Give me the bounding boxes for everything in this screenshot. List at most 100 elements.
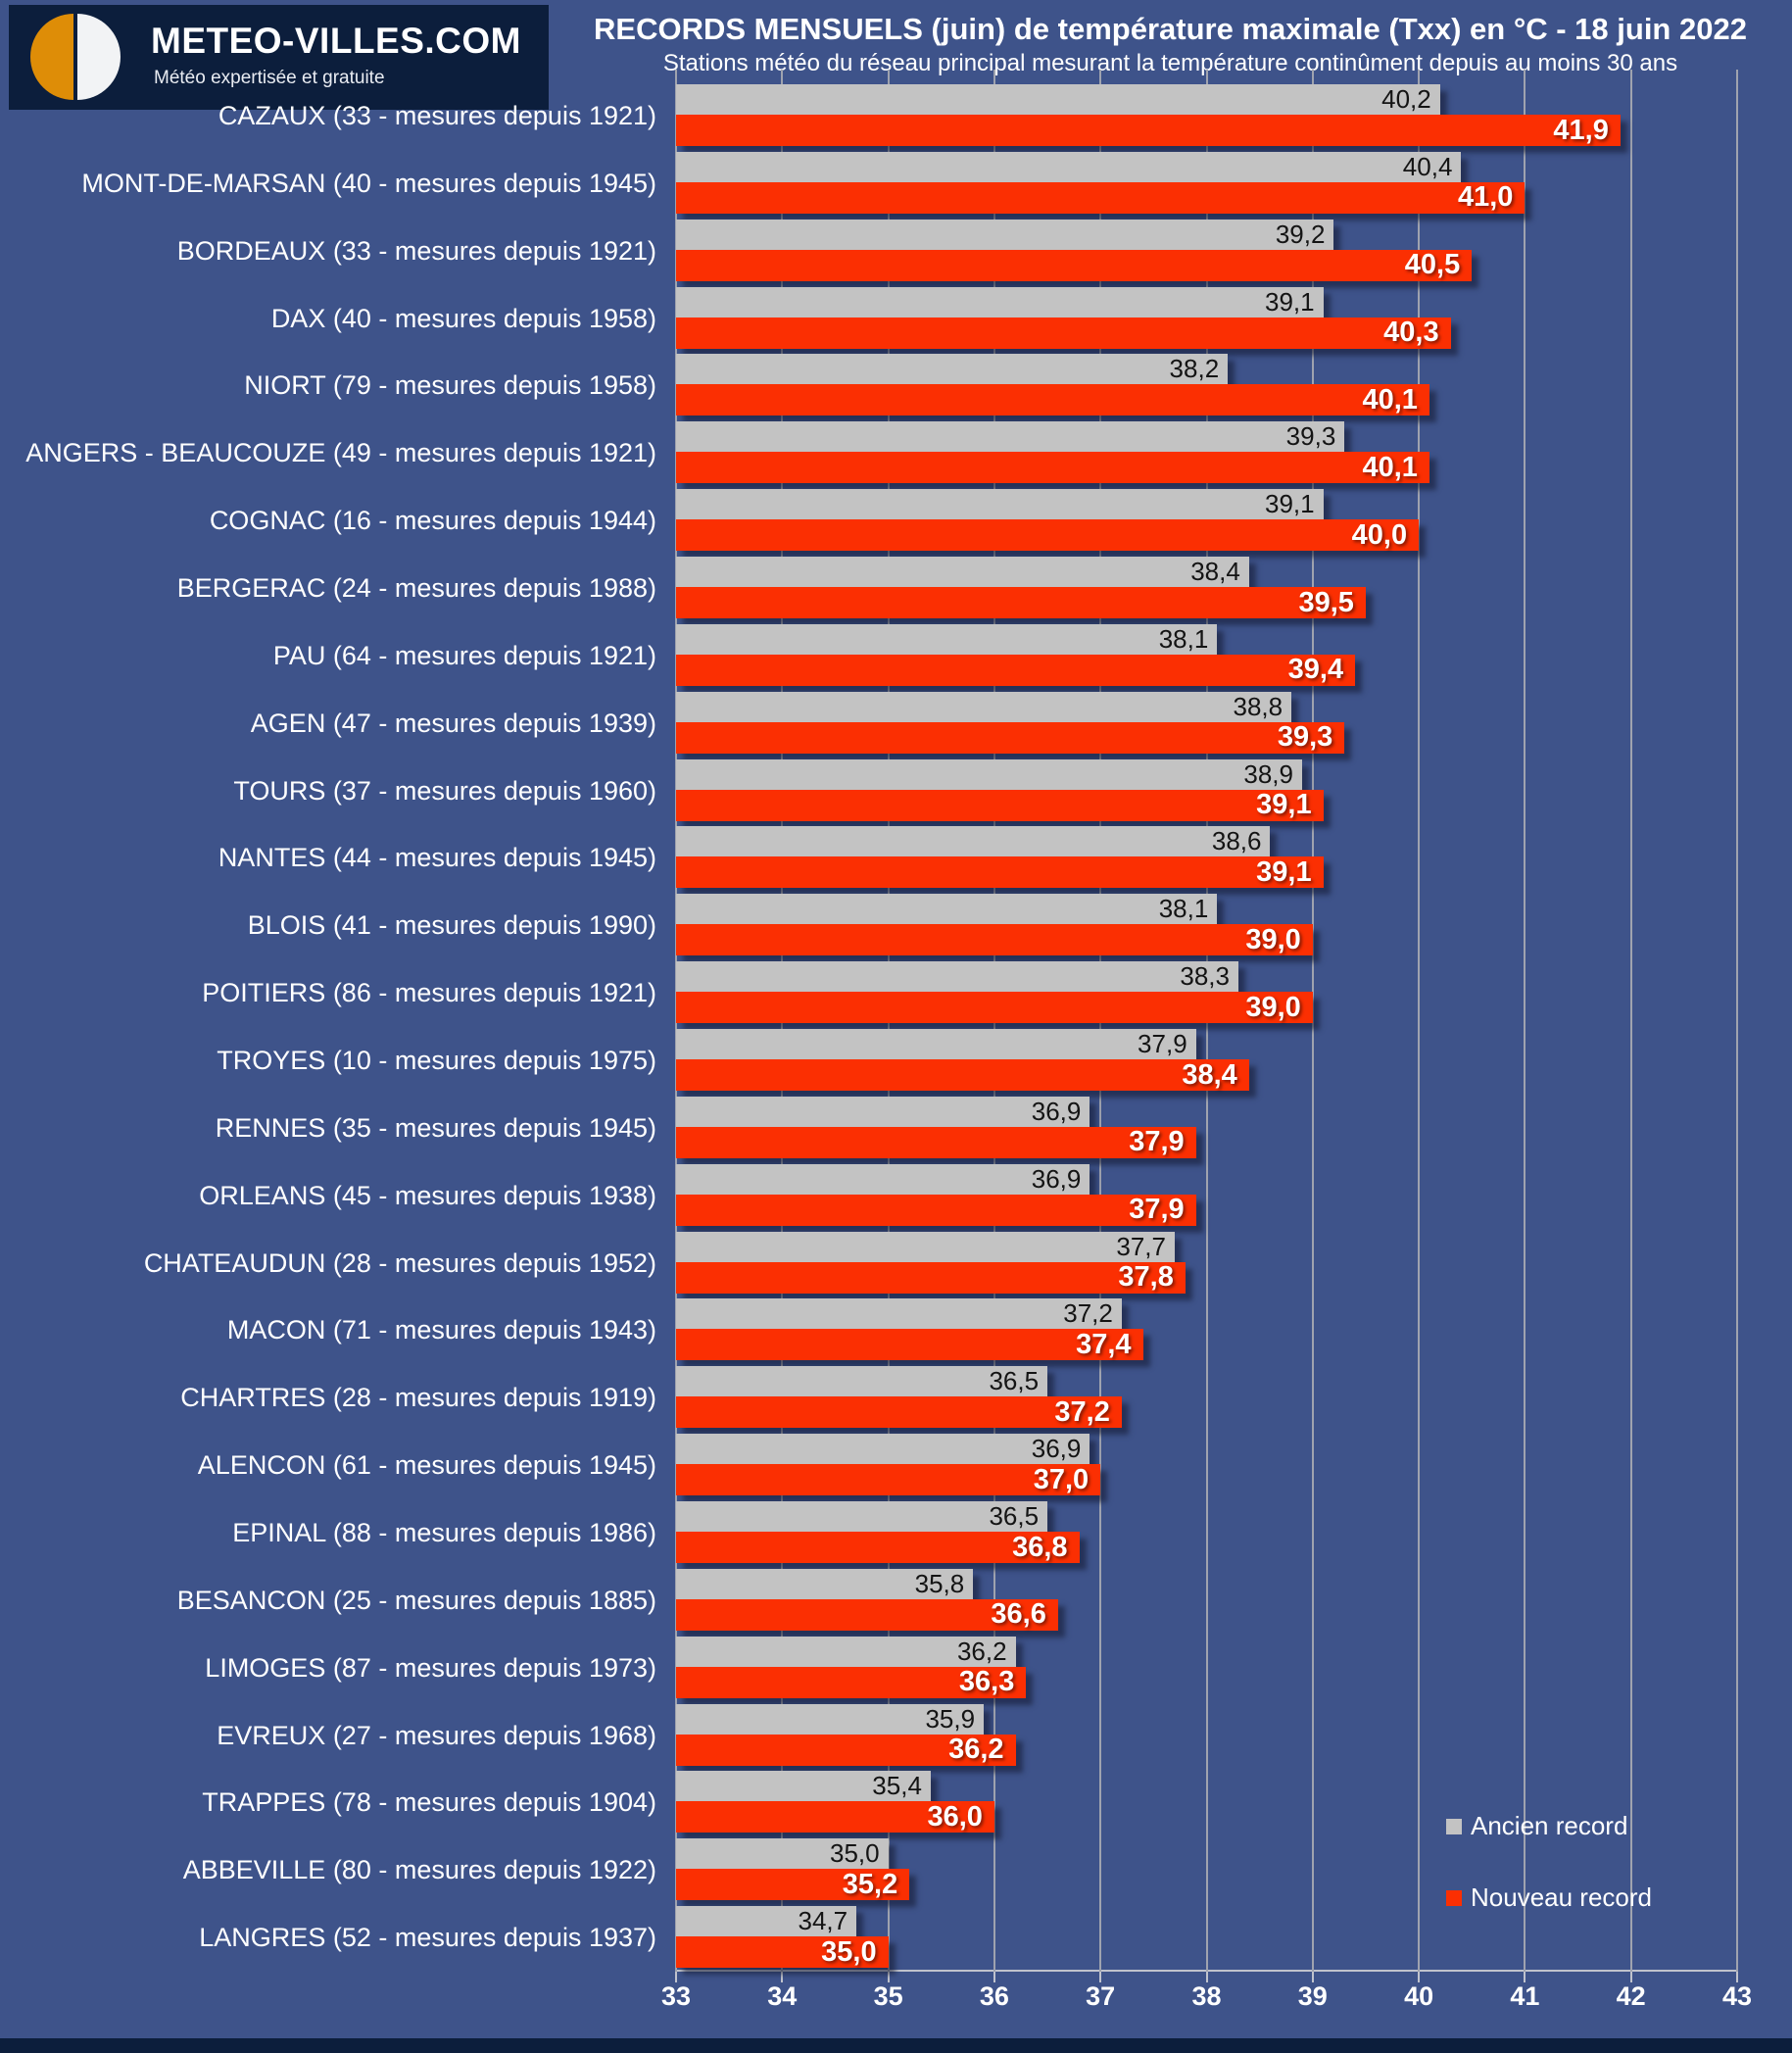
- tick-mark-top: [1629, 70, 1632, 78]
- ancien-record-bar: 36,9: [676, 1434, 1090, 1465]
- footer-strip: [0, 2038, 1792, 2053]
- station-row: DAX (40 - mesures depuis 1958) 39,1 40,3: [0, 285, 1737, 353]
- station-label: LIMOGES (87 - mesures depuis 1973): [205, 1652, 656, 1683]
- nouveau-record-value: 39,1: [1256, 855, 1312, 888]
- ancien-record-value: 34,7: [798, 1906, 848, 1936]
- nouveau-record-value: 39,0: [1245, 923, 1301, 955]
- gridline: [1205, 78, 1208, 1972]
- x-axis-tick-label: 38: [1191, 1981, 1222, 2011]
- station-row: BLOIS (41 - mesures depuis 1990) 38,1 39…: [0, 892, 1737, 959]
- station-bars: 36,9 37,9: [676, 1162, 1737, 1230]
- nouveau-record-value: 40,5: [1404, 249, 1461, 281]
- nouveau-record-value: 40,3: [1383, 317, 1439, 349]
- tick-mark-bottom: [675, 1972, 677, 1982]
- nouveau-record-value: 39,3: [1277, 721, 1333, 754]
- x-axis-tick-label: 39: [1297, 1981, 1328, 2011]
- nouveau-record-bar: 40,3: [676, 317, 1451, 349]
- x-axis-tick-label: 37: [1086, 1981, 1116, 2011]
- nouveau-record-value: 35,0: [821, 1935, 877, 1968]
- ancien-record-bar: 38,1: [676, 623, 1218, 655]
- station-row: COGNAC (16 - mesures depuis 1944) 39,1 4…: [0, 487, 1737, 555]
- nouveau-record-value: 37,0: [1033, 1463, 1090, 1495]
- ancien-record-bar: 34,7: [676, 1906, 857, 1937]
- ancien-record-value: 36,9: [1031, 1434, 1082, 1464]
- station-row: MACON (71 - mesures depuis 1943) 37,2 37…: [0, 1296, 1737, 1364]
- station-row: TROYES (10 - mesures depuis 1975) 37,9 3…: [0, 1027, 1737, 1095]
- station-label: BLOIS (41 - mesures depuis 1990): [247, 910, 656, 941]
- station-bars: 39,3 40,1: [676, 419, 1737, 487]
- nouveau-record-value: 37,2: [1054, 1395, 1110, 1428]
- nouveau-record-value: 37,4: [1076, 1328, 1132, 1360]
- ancien-record-value: 35,0: [829, 1838, 880, 1869]
- station-bars: 38,1 39,0: [676, 892, 1737, 959]
- station-label: DAX (40 - mesures depuis 1958): [270, 303, 656, 333]
- ancien-record-bar: 40,4: [676, 151, 1462, 182]
- station-label: TROYES (10 - mesures depuis 1975): [217, 1045, 656, 1075]
- legend-item-nouveau: Nouveau record: [1446, 1882, 1652, 1913]
- ancien-record-bar: 38,2: [676, 354, 1229, 385]
- ancien-record-value: 35,8: [914, 1568, 965, 1598]
- nouveau-record-bar: 37,9: [676, 1194, 1196, 1226]
- nouveau-record-bar: 36,8: [676, 1531, 1080, 1564]
- station-bars: 34,7 35,0: [676, 1904, 1737, 1972]
- tick-mark-bottom: [1205, 1972, 1208, 1982]
- station-label: ABBEVILLE (80 - mesures depuis 1922): [182, 1855, 656, 1885]
- gridline: [675, 78, 677, 1972]
- ancien-record-bar: 38,8: [676, 691, 1292, 722]
- station-bars: 39,2 40,5: [676, 218, 1737, 285]
- gridline: [993, 78, 995, 1972]
- nouveau-record-value: 36,2: [948, 1734, 1004, 1766]
- station-label: BERGERAC (24 - mesures depuis 1988): [176, 572, 656, 603]
- ancien-record-bar: 39,3: [676, 421, 1345, 453]
- ancien-record-value: 36,2: [956, 1636, 1007, 1666]
- ancien-record-bar: 37,7: [676, 1231, 1175, 1262]
- x-axis-tick-label: 42: [1616, 1981, 1646, 2011]
- nouveau-record-bar: 39,1: [676, 855, 1324, 889]
- tick-mark-top: [1418, 70, 1421, 78]
- ancien-record-value: 40,2: [1381, 84, 1431, 114]
- tick-mark-top: [1524, 70, 1526, 78]
- station-label: MONT-DE-MARSAN (40 - mesures depuis 1945…: [81, 168, 656, 198]
- ancien-record-value: 38,1: [1158, 623, 1209, 654]
- ancien-record-bar: 38,4: [676, 557, 1249, 588]
- plot-area: [675, 70, 1738, 1982]
- station-bars: 37,2 37,4: [676, 1296, 1737, 1364]
- legend-label-nouveau: Nouveau record: [1471, 1882, 1652, 1912]
- ancien-record-value: 38,1: [1158, 894, 1209, 924]
- brand-tagline: Météo expertisée et gratuite: [154, 68, 385, 88]
- nouveau-record-value: 37,8: [1118, 1261, 1174, 1294]
- chart-header: RECORDS MENSUELS (juin) de température m…: [563, 12, 1777, 77]
- x-axis-tick-label: 43: [1721, 1981, 1753, 2011]
- gridline: [1418, 78, 1421, 1972]
- tick-mark-top: [993, 70, 995, 78]
- nouveau-record-bar: 40,1: [676, 451, 1429, 484]
- nouveau-record-bar: 41,9: [676, 115, 1621, 146]
- tick-mark-top: [1736, 70, 1738, 78]
- nouveau-record-value: 39,0: [1245, 991, 1301, 1023]
- station-row: RENNES (35 - mesures depuis 1945) 36,9 3…: [0, 1095, 1737, 1162]
- station-row: BESANCON (25 - mesures depuis 1885) 35,8…: [0, 1567, 1737, 1635]
- tick-mark-bottom: [781, 1972, 784, 1982]
- gridline: [1736, 78, 1738, 1972]
- nouveau-record-value: 40,0: [1351, 518, 1408, 551]
- station-label: PAU (64 - mesures depuis 1921): [272, 640, 656, 670]
- nouveau-record-value: 39,1: [1256, 789, 1312, 821]
- nouveau-record-value: 39,5: [1298, 586, 1354, 618]
- station-label: MACON (71 - mesures depuis 1943): [226, 1315, 656, 1345]
- ancien-record-bar: 36,2: [676, 1636, 1016, 1667]
- nouveau-record-value: 40,1: [1362, 451, 1418, 483]
- nouveau-record-bar: 37,0: [676, 1463, 1101, 1496]
- tick-mark-bottom: [1736, 1972, 1738, 1982]
- x-axis-tick-label: 41: [1510, 1981, 1540, 2011]
- station-bars: 38,9 39,1: [676, 758, 1737, 825]
- station-row: CAZAUX (33 - mesures depuis 1921) 40,2 4…: [0, 82, 1737, 150]
- station-row: POITIERS (86 - mesures depuis 1921) 38,3…: [0, 959, 1737, 1027]
- station-label: POITIERS (86 - mesures depuis 1921): [202, 978, 656, 1008]
- nouveau-record-value: 36,8: [1012, 1531, 1068, 1563]
- station-bars: 39,1 40,3: [676, 285, 1737, 353]
- tick-mark-top: [1099, 70, 1102, 78]
- brand-logo-icon: [30, 14, 121, 100]
- x-axis-tick-label: 40: [1404, 1981, 1434, 2011]
- station-row: ABBEVILLE (80 - mesures depuis 1922) 35,…: [0, 1836, 1737, 1904]
- station-label: CHATEAUDUN (28 - mesures depuis 1952): [143, 1247, 656, 1278]
